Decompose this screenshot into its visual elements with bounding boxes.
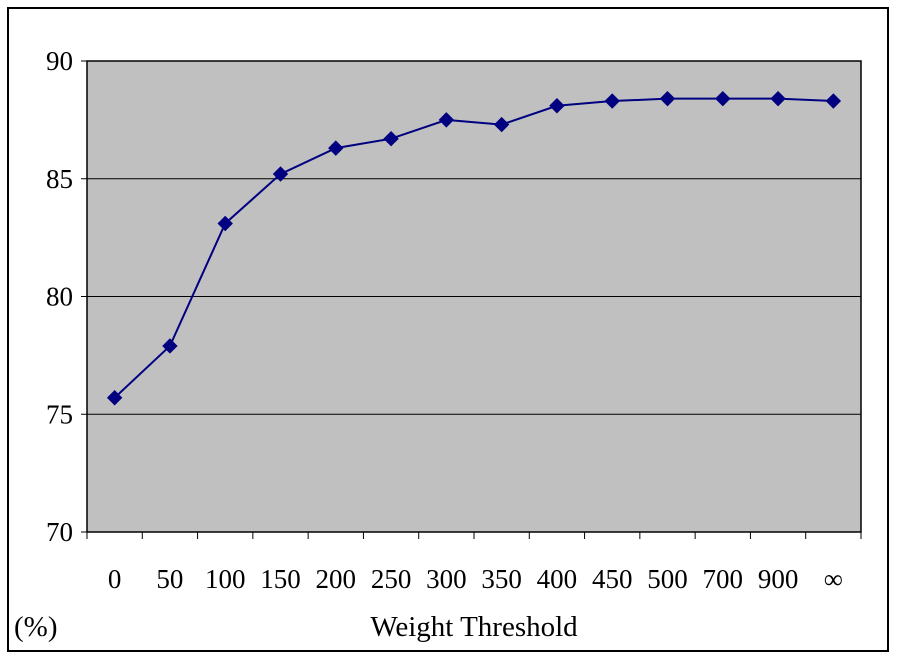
data-point — [549, 98, 565, 114]
data-point — [328, 140, 344, 156]
data-point — [272, 166, 289, 182]
series-markers — [106, 90, 842, 406]
data-point — [715, 90, 731, 107]
data-point — [770, 90, 786, 107]
data-point — [493, 116, 510, 133]
data-point — [106, 390, 123, 406]
x-tick-label: 450 — [592, 564, 633, 594]
x-tick-label: 0 — [108, 564, 122, 594]
data-point — [659, 90, 676, 107]
x-tick-label: 200 — [316, 564, 357, 594]
x-tick-label: 350 — [481, 564, 522, 594]
data-point — [217, 215, 233, 232]
x-tick-label: 50 — [156, 564, 183, 594]
data-point — [383, 131, 399, 147]
x-tick-label: 100 — [205, 564, 246, 594]
gridlines — [81, 60, 861, 533]
x-axis-ticks — [86, 532, 862, 539]
x-axis-label: Weight Threshold — [370, 611, 578, 643]
x-tick-label: 400 — [537, 564, 578, 594]
x-tick-label: 250 — [371, 564, 412, 594]
x-tick-label: 300 — [426, 564, 467, 594]
x-tick-label: ∞ — [824, 564, 843, 594]
y-axis-tick-labels: 70 75 80 85 90 — [46, 46, 73, 547]
data-point — [162, 338, 178, 354]
y-tick-label: 70 — [46, 517, 73, 547]
data-point — [438, 112, 455, 128]
series-line — [113, 97, 834, 399]
x-tick-label: 700 — [703, 564, 744, 594]
x-tick-label: 500 — [647, 564, 688, 594]
y-tick-label: 80 — [46, 282, 73, 312]
y-tick-label: 85 — [46, 164, 73, 194]
y-tick-label: 90 — [46, 46, 73, 76]
data-point — [604, 93, 620, 109]
y-axis-label: (%) — [14, 611, 57, 643]
x-axis-tick-labels: 0 50 100 150 200 250 300 350 400 450 500 700 900 ∞ — [108, 564, 843, 594]
x-tick-label: 150 — [260, 564, 301, 594]
y-tick-label: 75 — [46, 399, 73, 429]
data-point — [825, 93, 842, 109]
x-tick-label: 900 — [758, 564, 799, 594]
